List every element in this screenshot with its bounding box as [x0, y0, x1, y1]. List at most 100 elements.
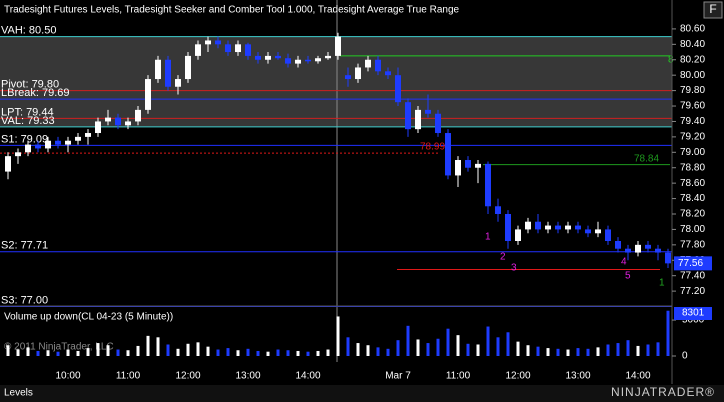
candle-body: [65, 140, 71, 145]
candle-body: [215, 40, 221, 45]
volume-bar: [506, 332, 510, 356]
volume-tick-label: 0: [682, 351, 688, 362]
y-tick-label: 80.20: [680, 54, 705, 65]
candle-body: [525, 221, 531, 230]
y-tick-label: 79.20: [680, 132, 705, 143]
volume-bar: [46, 350, 50, 356]
copyright: © 2011 NinjaTrader, LLC: [4, 342, 114, 353]
volume-bar: [346, 337, 350, 356]
volume-bar: [256, 350, 260, 356]
tab-bar: [0, 385, 724, 402]
volume-bar: [456, 335, 460, 356]
candle-body: [435, 113, 441, 134]
y-tick-label: 79.00: [680, 147, 705, 158]
last-price-box: [674, 256, 712, 271]
candle-body: [425, 109, 431, 114]
volume-bar: [396, 340, 400, 356]
level-label: VAL: 79.33: [1, 115, 55, 127]
volume-bar: [156, 337, 160, 356]
candle-body: [45, 140, 51, 149]
volume-bar: [146, 335, 150, 356]
corner-button-label[interactable]: F: [709, 2, 716, 16]
y-tick-label: 78.20: [680, 209, 705, 220]
volume-bar: [16, 349, 20, 356]
volume-bar: [576, 348, 580, 356]
candle-body: [245, 44, 251, 56]
volume-bar: [66, 349, 70, 356]
y-tick-label: 79.80: [680, 85, 705, 96]
level-label: S2: 77.71: [1, 240, 48, 252]
candle-body: [405, 102, 411, 130]
volume-bar: [436, 338, 440, 356]
candle-body: [335, 36, 341, 56]
candle-body: [155, 59, 161, 80]
candle-body: [95, 121, 101, 134]
volume-bar: [386, 348, 390, 356]
y-tick-label: 79.40: [680, 116, 705, 127]
volume-bar: [6, 345, 10, 356]
candle-body: [645, 244, 651, 249]
candle-body: [475, 163, 481, 168]
candle-body: [635, 244, 641, 253]
candle-body: [135, 109, 141, 122]
level-label: S1: 79.09: [1, 133, 48, 145]
candle-body: [225, 44, 231, 53]
candle-body: [345, 75, 351, 80]
volume-bar: [326, 349, 330, 356]
volume-bar: [496, 337, 500, 356]
x-tick-label: 10:00: [55, 371, 80, 382]
annotation: 3: [511, 263, 517, 274]
volume-bar: [546, 348, 550, 356]
candle-body: [625, 248, 631, 253]
y-tick-label: 80.00: [680, 70, 705, 81]
candle-body: [325, 55, 331, 59]
y-tick-label: 78.00: [680, 224, 705, 235]
candle-body: [305, 59, 311, 62]
corner-button[interactable]: [703, 1, 723, 19]
candle-body: [35, 144, 41, 149]
x-tick-label: 12:00: [175, 371, 200, 382]
candle-body: [515, 229, 521, 241]
candle-body: [15, 152, 21, 157]
candle-body: [125, 121, 131, 126]
candle-body: [5, 156, 11, 172]
volume-label: Volume up down(CL 04-23 (5 Minute)): [4, 312, 173, 323]
candle-body: [55, 140, 61, 145]
volume-bar: [476, 344, 480, 356]
candle-body: [575, 225, 581, 230]
candle-body: [595, 229, 601, 234]
last-price-label: 77.56: [678, 258, 703, 269]
candle-body: [505, 213, 511, 241]
candle-body: [615, 240, 621, 249]
volume-bar: [86, 348, 90, 356]
candle-body: [665, 252, 671, 264]
volume-bar: [56, 351, 60, 356]
volume-bar: [136, 345, 140, 356]
volume-bar: [366, 345, 370, 356]
candle-body: [285, 58, 291, 64]
y-tick-label: 77.20: [680, 286, 705, 297]
tab[interactable]: Levels: [4, 388, 33, 399]
volume-bar: [426, 343, 430, 356]
volume-bar: [556, 348, 560, 356]
indicator-label: 78.99: [420, 142, 445, 153]
x-tick-label: 12:00: [505, 371, 530, 382]
level-label: LPT: 79.44: [1, 106, 54, 118]
volume-bar: [226, 348, 230, 356]
volume-bar: [416, 339, 420, 356]
annotation: 5: [625, 271, 631, 282]
x-tick-label: 13:00: [235, 371, 260, 382]
candle-body: [145, 79, 151, 110]
candle-body: [565, 225, 571, 230]
candle-body: [485, 163, 491, 207]
volume-bar: [566, 349, 570, 356]
volume-bar: [276, 349, 280, 356]
candle-body: [585, 229, 591, 234]
x-tick-label: 14:00: [625, 371, 650, 382]
volume-bar: [586, 348, 590, 356]
candle-body: [185, 55, 191, 80]
header: Tradesight Futures Levels, Tradesight Se…: [4, 5, 460, 16]
volume-bar: [606, 344, 610, 356]
candle-body: [445, 133, 451, 176]
